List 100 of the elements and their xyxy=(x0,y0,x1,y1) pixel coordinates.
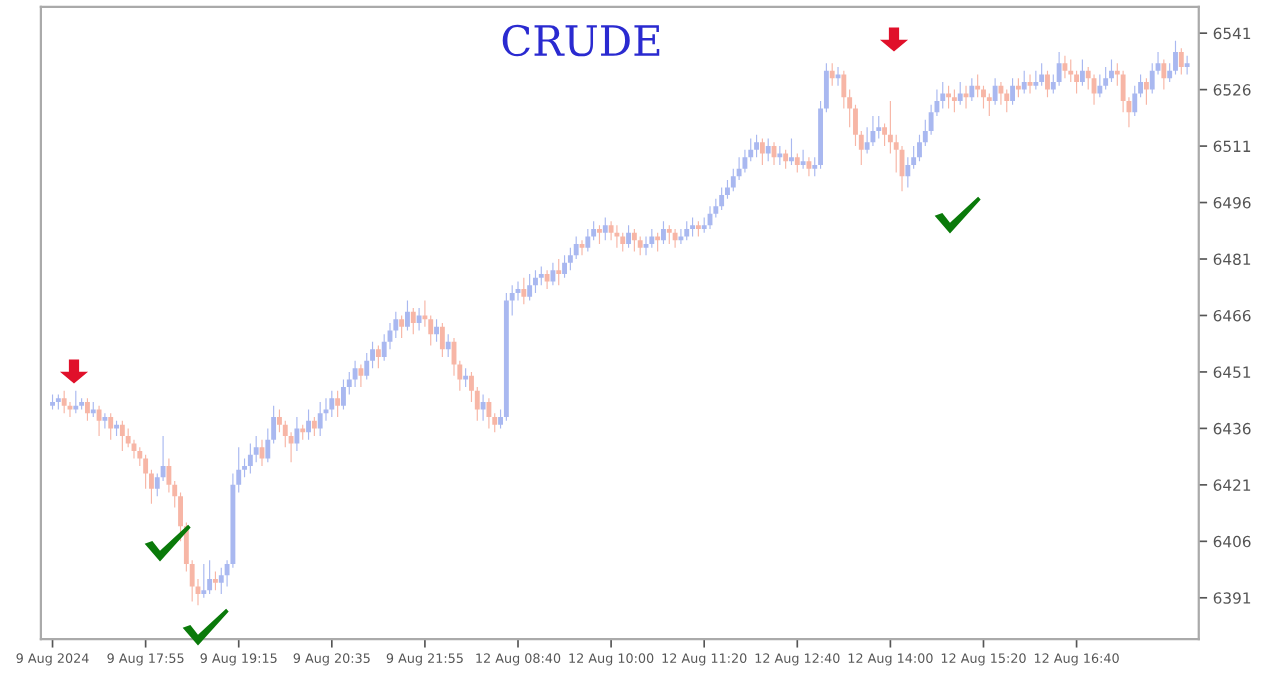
candlestick xyxy=(213,571,218,591)
candlestick xyxy=(73,390,79,414)
candlestick xyxy=(1039,63,1045,86)
candlestick xyxy=(631,228,637,252)
candlestick xyxy=(986,93,992,116)
candlestick xyxy=(55,394,61,410)
candlestick xyxy=(329,390,335,418)
candlestick xyxy=(597,225,602,244)
candlestick xyxy=(940,82,946,109)
candlestick xyxy=(585,228,591,252)
candlestick xyxy=(439,323,445,357)
candlestick xyxy=(951,89,957,113)
candlestick xyxy=(538,266,544,286)
candlestick xyxy=(765,138,771,162)
candlestick xyxy=(672,228,678,248)
candlestick xyxy=(794,153,800,173)
candlestick xyxy=(637,236,643,256)
candlestick xyxy=(614,225,620,248)
candlestick xyxy=(690,217,695,237)
candlestick xyxy=(626,225,631,248)
candlestick xyxy=(957,82,963,105)
candlestick xyxy=(1056,51,1062,86)
candlestick xyxy=(562,255,567,278)
candlestick xyxy=(434,319,439,342)
candlestick xyxy=(533,270,538,293)
candlestick xyxy=(207,560,213,595)
candlestick xyxy=(399,315,405,339)
candlestick xyxy=(85,398,90,421)
candlestick xyxy=(759,138,765,165)
candlestick xyxy=(655,232,661,252)
candlestick xyxy=(1161,59,1167,90)
candlestick xyxy=(79,398,85,410)
candlestick xyxy=(375,345,381,369)
candlestick xyxy=(800,149,806,169)
candlestick xyxy=(1027,74,1033,94)
candlestick xyxy=(946,85,952,109)
candlestick xyxy=(486,398,492,429)
candlestick xyxy=(480,394,486,421)
candlestick xyxy=(1079,59,1085,86)
candlestick xyxy=(1143,78,1149,105)
candlestick xyxy=(719,187,725,211)
candlestick xyxy=(445,334,451,357)
candlestick xyxy=(1062,55,1068,79)
candlestick xyxy=(661,221,666,244)
candlestick xyxy=(684,221,690,241)
candlestick xyxy=(835,67,841,86)
candlestick xyxy=(556,259,562,286)
candlestick xyxy=(1004,89,1010,113)
candlestick xyxy=(317,402,323,436)
candlestick xyxy=(405,300,410,331)
candlestick xyxy=(544,270,550,290)
candlestick xyxy=(783,149,789,169)
candlestick xyxy=(410,307,416,335)
candlestick xyxy=(300,424,306,440)
candlestick xyxy=(294,417,300,451)
candlestick xyxy=(969,78,975,101)
candlestick xyxy=(341,379,346,410)
candlestick xyxy=(1010,78,1016,105)
candlestick xyxy=(416,307,422,331)
candlestick xyxy=(108,413,114,440)
candlestick xyxy=(620,232,626,252)
candlestick xyxy=(602,217,608,241)
candlestick xyxy=(1178,48,1184,75)
candlestick xyxy=(870,115,876,147)
candlestick xyxy=(666,225,672,244)
candlestick xyxy=(695,221,701,237)
candlestick xyxy=(1103,67,1109,90)
candlestick xyxy=(119,420,125,451)
candlestick xyxy=(1097,74,1103,98)
candlestick xyxy=(579,240,585,256)
candlestick xyxy=(358,364,364,387)
candlestick xyxy=(521,277,527,305)
candlestick xyxy=(992,78,998,105)
candlestick xyxy=(61,390,67,414)
candlestick xyxy=(218,567,224,595)
candlestick xyxy=(335,390,341,418)
candlestick xyxy=(754,134,760,158)
candlestick xyxy=(963,85,969,109)
candlestick xyxy=(1091,74,1097,105)
candlestick xyxy=(247,443,253,474)
candlestick xyxy=(1173,40,1178,75)
candlestick xyxy=(1184,55,1190,75)
candlestick xyxy=(306,409,311,440)
candlestick xyxy=(829,63,835,86)
candlestick xyxy=(806,157,812,177)
candlestick xyxy=(50,394,55,410)
candlestick xyxy=(201,563,207,598)
candlestick xyxy=(608,221,614,241)
candlestick xyxy=(649,228,655,248)
candlestick xyxy=(643,236,649,256)
candlestick xyxy=(1045,70,1050,98)
candlestick xyxy=(678,228,684,244)
candlestick xyxy=(1033,70,1039,90)
candlestick xyxy=(311,417,317,436)
candlestick xyxy=(1021,70,1027,94)
candlestick xyxy=(876,115,882,139)
candlestick xyxy=(1109,59,1114,83)
candlestick xyxy=(707,206,713,229)
candlestick xyxy=(998,82,1004,105)
chart-title: CRUDE xyxy=(502,24,660,57)
